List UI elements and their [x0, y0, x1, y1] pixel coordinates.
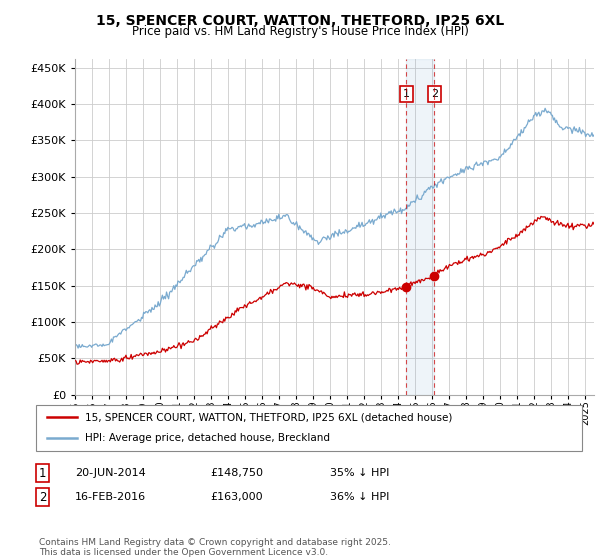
FancyBboxPatch shape: [36, 405, 582, 451]
Text: Contains HM Land Registry data © Crown copyright and database right 2025.
This d: Contains HM Land Registry data © Crown c…: [39, 538, 391, 557]
Text: 35% ↓ HPI: 35% ↓ HPI: [330, 468, 389, 478]
Text: 16-FEB-2016: 16-FEB-2016: [75, 492, 146, 502]
Text: 2: 2: [39, 491, 47, 504]
Text: 1: 1: [39, 466, 47, 480]
Text: £163,000: £163,000: [210, 492, 263, 502]
Text: £148,750: £148,750: [210, 468, 263, 478]
Text: 2: 2: [431, 89, 438, 99]
Text: Price paid vs. HM Land Registry's House Price Index (HPI): Price paid vs. HM Land Registry's House …: [131, 25, 469, 38]
Text: 1: 1: [403, 89, 410, 99]
Text: 36% ↓ HPI: 36% ↓ HPI: [330, 492, 389, 502]
Text: 20-JUN-2014: 20-JUN-2014: [75, 468, 146, 478]
Text: 15, SPENCER COURT, WATTON, THETFORD, IP25 6XL (detached house): 15, SPENCER COURT, WATTON, THETFORD, IP2…: [85, 412, 452, 422]
Text: HPI: Average price, detached house, Breckland: HPI: Average price, detached house, Brec…: [85, 433, 330, 444]
Bar: [406, 59, 434, 395]
Text: 15, SPENCER COURT, WATTON, THETFORD, IP25 6XL: 15, SPENCER COURT, WATTON, THETFORD, IP2…: [96, 14, 504, 28]
